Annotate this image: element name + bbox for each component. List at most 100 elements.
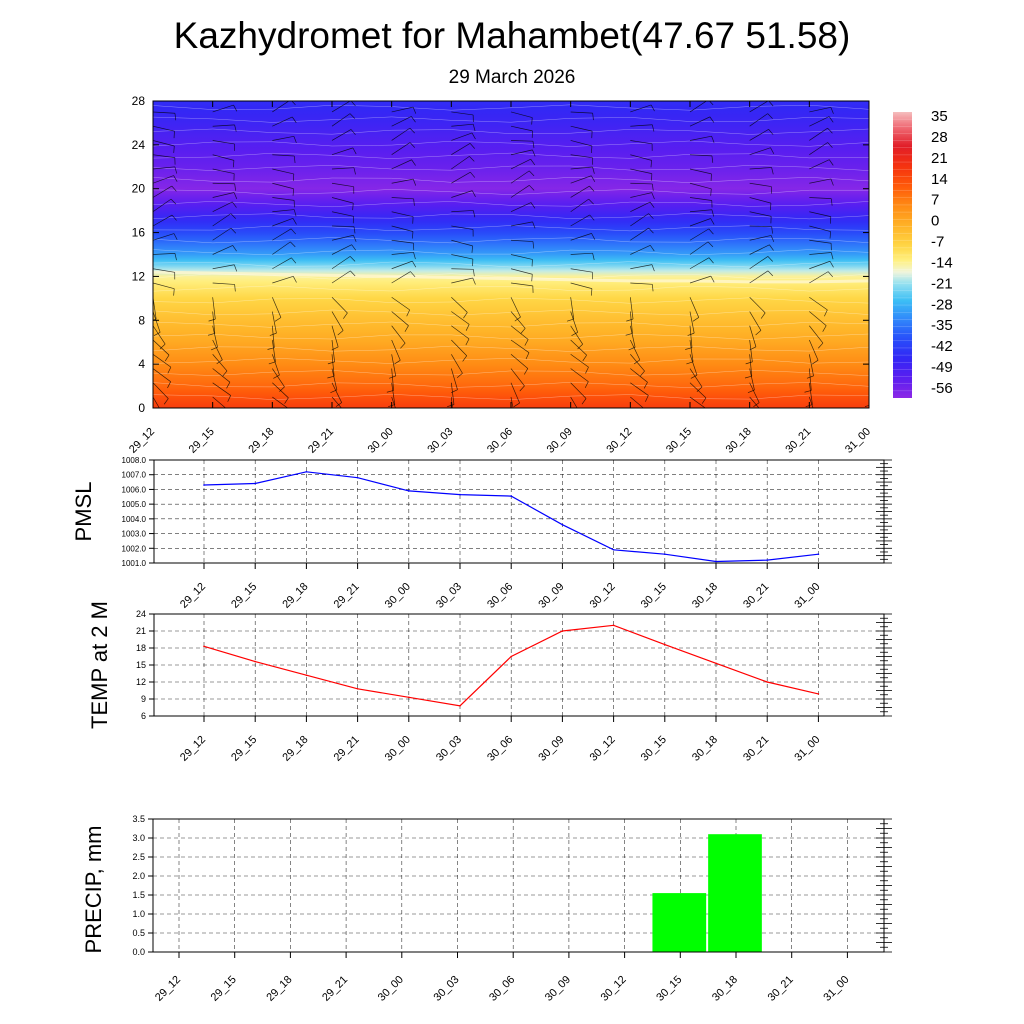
wind-barb-flag (708, 257, 714, 264)
temp-x-tick-label: 29_21 (332, 734, 362, 764)
wind-barb-flag (410, 271, 416, 278)
wind-barb-flag (864, 419, 871, 421)
wind-barb-flag (582, 354, 587, 362)
wind-barb-shaft (391, 382, 396, 405)
temp-data-point (305, 674, 308, 676)
wind-barb-flag (293, 209, 297, 217)
colorbar-label: 28 (931, 129, 948, 146)
isotherm-line (153, 261, 869, 268)
wind-barb-flag (230, 213, 236, 219)
wind-barb-flag (232, 160, 235, 168)
wind-barb-shaft (331, 211, 354, 217)
wind-barb-flag (804, 390, 812, 393)
wind-barb-shaft (391, 271, 411, 284)
wind-barb-flag (167, 366, 172, 374)
wind-barb-shaft (868, 325, 869, 327)
wind-barb-shaft (689, 228, 710, 241)
wind-barb-flag (648, 213, 654, 219)
wind-barb-shaft (212, 339, 223, 360)
wind-barb-flag (769, 244, 774, 251)
wind-barb-shaft (451, 254, 473, 260)
wind-barb-flag (747, 389, 755, 393)
wind-barb-shaft (272, 209, 295, 213)
wind-barb-flag (335, 402, 342, 407)
temp-y-tick-label: 24 (136, 609, 146, 619)
cross-section-y-tick-label: 16 (132, 226, 146, 240)
wind-barb-shaft (331, 396, 342, 408)
wind-barb-shaft (809, 159, 830, 170)
wind-barb-flag (525, 352, 530, 360)
wind-barb-flag (469, 156, 475, 162)
wind-barb-flag (530, 159, 536, 166)
wind-barb-shaft (510, 125, 533, 132)
isotherm-line (153, 152, 869, 159)
wind-barb-flag (690, 374, 698, 379)
wind-barb-flag (891, 124, 893, 131)
wind-barb-flag (767, 113, 773, 119)
wind-barb-shaft (510, 382, 520, 404)
wind-barb-shaft (331, 167, 354, 170)
wind-barb-flag (451, 389, 458, 394)
wind-barb-shaft (153, 214, 173, 227)
wind-barb-shaft (451, 111, 474, 116)
wind-barb-flag (812, 359, 819, 365)
wind-barb-flag (633, 359, 641, 365)
pmsl-y-tick-label: 1005.0 (122, 500, 147, 509)
isotherm-line (153, 237, 869, 244)
pmsl-data-point (408, 490, 410, 492)
temp-x-tick-label: 30_03 (434, 734, 464, 764)
wind-barb-shaft (808, 354, 814, 376)
temp-y-axis-label: TEMP at 2 M (87, 601, 112, 729)
wind-barb-flag (891, 269, 892, 276)
wind-barb-shaft (749, 256, 769, 270)
wind-barb-flag (406, 309, 410, 317)
wind-barb-shaft (868, 225, 869, 227)
wind-barb-flag (352, 147, 357, 155)
wind-barb-flag (471, 132, 476, 140)
wind-barb-shaft (809, 271, 829, 284)
wind-barb-shaft (331, 368, 338, 391)
wind-barb-flag (514, 316, 521, 322)
wind-barb-shaft (570, 175, 592, 184)
wind-barb-flag (817, 342, 824, 349)
precip-y-tick-label: 0.5 (132, 928, 145, 938)
wind-barb-flag (711, 136, 715, 143)
wind-barb-shaft (868, 254, 869, 255)
pmsl-x-tick-label: 30_15 (639, 581, 669, 611)
wind-barb-flag (829, 231, 831, 239)
wind-barb-shaft (510, 339, 530, 353)
precip-y-tick-label: 2.5 (132, 852, 145, 862)
wind-barb-flag (709, 101, 714, 106)
wind-barb-shaft (630, 140, 653, 145)
wind-barb-flag (829, 261, 834, 268)
wind-barb-shaft (510, 354, 529, 369)
pmsl-y-tick-label: 1006.0 (122, 485, 147, 494)
wind-barb-shaft (510, 170, 530, 184)
wind-barb-flag (171, 185, 177, 192)
pmsl-panel: 1001.0 1002.0 1003.0 1004.0 1005.0 1006.0 1007… (71, 456, 892, 611)
temp-y-tick-label: 12 (136, 677, 146, 687)
wind-barb-flag (576, 416, 581, 421)
wind-barb-shaft (809, 211, 831, 217)
wind-barb-shaft (749, 297, 766, 314)
wind-barb-shaft (272, 257, 292, 270)
wind-barb-flag (153, 332, 161, 336)
wind-barb-flag (342, 414, 346, 419)
cross-section-panel: 0 4 8 12 16 20 24 28 29_12 29_15 29_18 29_21 30_00 30… (127, 94, 893, 456)
wind-barb-shaft (153, 198, 172, 213)
wind-barb-shaft (749, 113, 768, 127)
precip-x-tick-label: 29_21 (320, 974, 350, 1004)
wind-barb-shaft (629, 311, 633, 334)
wind-barb-shaft (212, 104, 234, 113)
pmsl-y-axis-label: PMSL (71, 482, 96, 542)
wind-barb-flag (639, 370, 645, 377)
wind-barb-flag (571, 332, 578, 337)
wind-barb-shaft (868, 297, 869, 298)
wind-barb-shaft (331, 113, 351, 127)
colorbar-label: -35 (931, 317, 953, 334)
wind-barb-shaft (570, 311, 579, 333)
wind-barb-shaft (391, 311, 409, 326)
wind-barb-shaft (630, 168, 652, 174)
wind-barb-flag (890, 278, 893, 284)
wind-barb-flag (470, 171, 476, 178)
